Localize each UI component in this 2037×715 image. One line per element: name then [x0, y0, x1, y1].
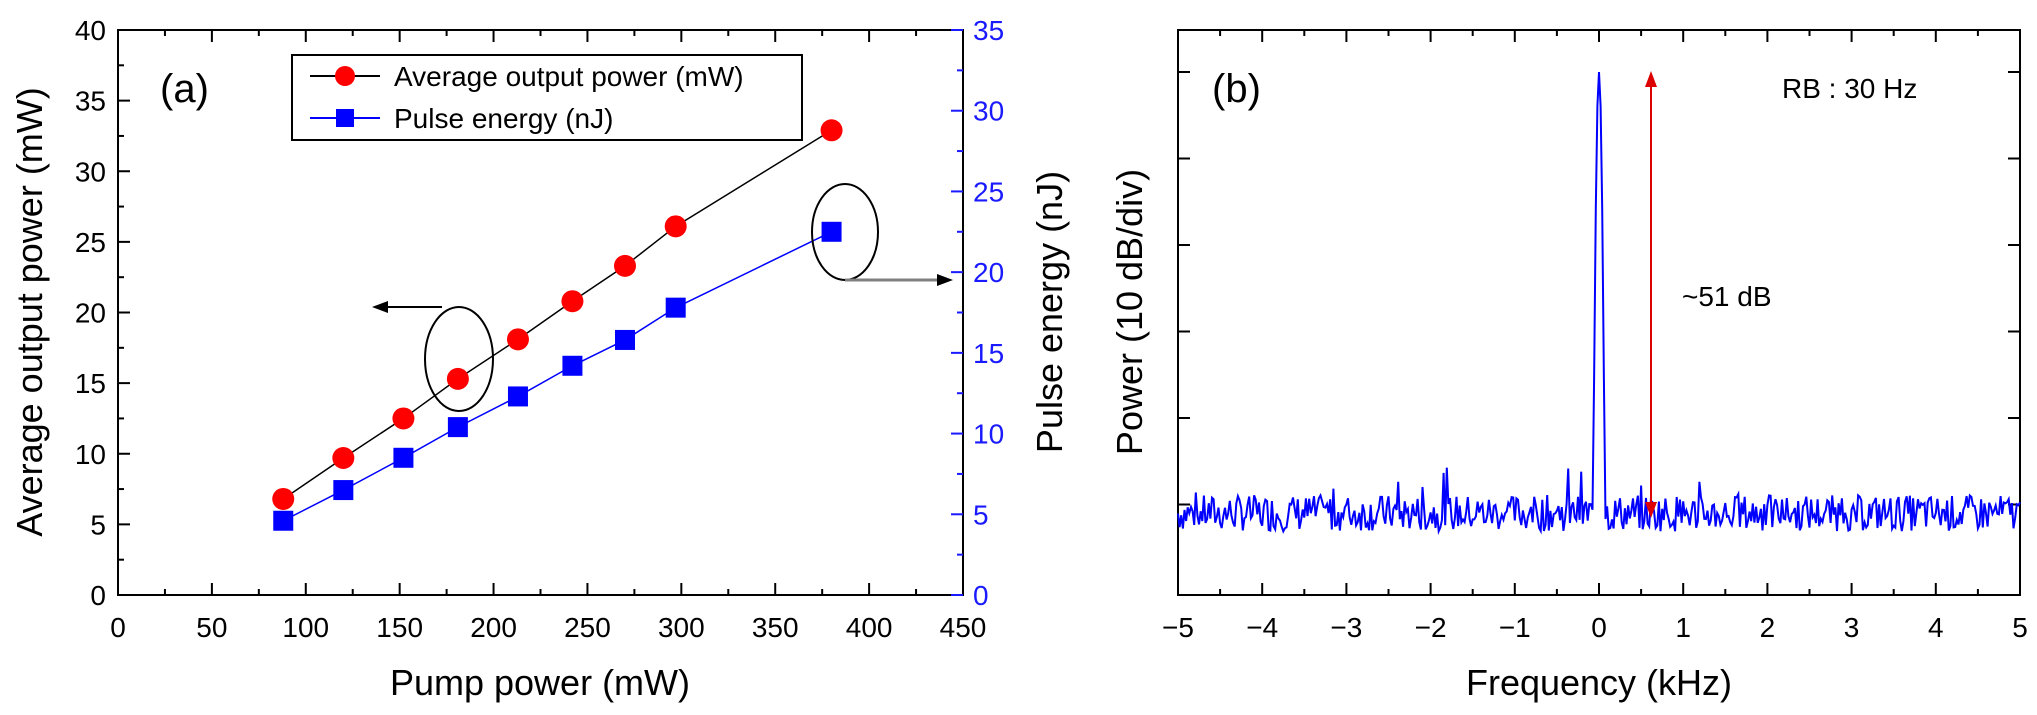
data-point-power [614, 254, 636, 277]
legend-marker-energy [336, 109, 354, 127]
x-tick-label-a: 200 [470, 612, 517, 643]
y-axis-label-b: Power (10 dB/div) [1109, 169, 1150, 455]
y2-tick-label-a: 0 [973, 580, 989, 611]
x-axis-ticks-b: −5 −4 −3 −2 −1 0 1 2 3 4 5 [1162, 30, 2028, 643]
data-point-power [446, 367, 469, 390]
panel-label-b: (b) [1212, 67, 1261, 111]
legend-marker-power [335, 66, 355, 86]
x-axis-label-a: Pump power (mW) [390, 662, 690, 703]
x-tick-label-b: −5 [1162, 612, 1194, 643]
data-point-energy [507, 386, 528, 407]
y-tick-label-a: 40 [75, 15, 106, 46]
y-tick-label-a: 15 [75, 368, 106, 399]
y2-tick-label-a: 35 [973, 15, 1004, 46]
y-tick-label-a: 30 [75, 156, 106, 187]
y-tick-label-a: 5 [90, 509, 106, 540]
panel-b: −5 −4 −3 −2 −1 0 1 2 3 4 5 (b) RB : 30 Hz ~51 dB F… [1109, 29, 2028, 703]
x-tick-label-b: −4 [1246, 612, 1278, 643]
x-tick-label-a: 250 [564, 612, 611, 643]
y2-tick-label-a: 20 [973, 257, 1004, 288]
spectrum-trace [1177, 71, 2021, 536]
y2-tick-label-a: 15 [973, 338, 1004, 369]
dynamic-range-label: ~51 dB [1682, 281, 1772, 312]
data-point-power [332, 446, 355, 469]
data-point-energy [393, 447, 414, 468]
data-point-power [392, 407, 415, 430]
annotation-ellipse-power [424, 306, 494, 412]
data-point-energy [615, 329, 635, 350]
arrow-right-head [937, 274, 953, 286]
data-point-power [664, 215, 687, 238]
panel-a: 0 50 100 150 200 250 300 350 400 450 051015202530… [9, 15, 1070, 703]
x-tick-label-a: 50 [196, 612, 227, 643]
y-axis-label-a: Average output power (mW) [9, 87, 50, 537]
x-tick-label-b: −2 [1415, 612, 1447, 643]
y-tick-label-a: 10 [75, 439, 106, 470]
x-tick-label-b: 3 [1844, 612, 1860, 643]
x-tick-label-b: 4 [1928, 612, 1944, 643]
x-tick-label-b: −1 [1499, 612, 1531, 643]
x-tick-label-b: 2 [1760, 612, 1776, 643]
data-point-power [506, 328, 529, 351]
x-tick-label-a: 450 [940, 612, 987, 643]
y2-tick-label-a: 30 [973, 96, 1004, 127]
x-tick-label-a: 350 [752, 612, 799, 643]
y-axis-ticks-b [1178, 71, 2020, 506]
legend-box [291, 54, 803, 141]
y-axis-ticks-a: 0 5 10 15 20 25 30 35 40 [75, 15, 130, 611]
x-axis-ticks-a: 0 50 100 150 200 250 300 350 400 450 [110, 30, 986, 643]
x-tick-label-a: 400 [846, 612, 893, 643]
y2-tick-label-a: 5 [973, 499, 989, 530]
rb-label: RB : 30 Hz [1782, 73, 1917, 104]
y2-tick-label-a: 25 [973, 176, 1004, 207]
x-tick-label-a: 150 [376, 612, 423, 643]
x-tick-label-b: 5 [2012, 612, 2028, 643]
data-point-power [561, 290, 584, 313]
data-point-energy [273, 510, 294, 531]
data-point-energy [821, 221, 842, 242]
y2-axis-ticks-a: 0 5 10 15 20 25 30 35 [951, 15, 1004, 611]
data-point-energy [333, 480, 354, 501]
dynamic-range-arrow-top [1645, 71, 1657, 87]
x-tick-label-a: 0 [110, 612, 126, 643]
x-tick-label-a: 300 [658, 612, 705, 643]
series-points-energy [273, 221, 842, 531]
legend-label-power: Average output power (mW) [394, 61, 744, 92]
data-point-energy [562, 355, 583, 376]
x-tick-label-b: 1 [1675, 612, 1691, 643]
x-tick-label-b: −3 [1330, 612, 1362, 643]
x-tick-label-b: 0 [1591, 612, 1607, 643]
x-tick-label-a: 100 [282, 612, 329, 643]
arrow-left-head [372, 301, 388, 313]
y-tick-label-a: 0 [90, 580, 106, 611]
dynamic-range-arrow-bottom [1645, 502, 1657, 518]
y2-axis-label-a: Pulse energy (nJ) [1029, 171, 1070, 453]
panel-label-a: (a) [160, 67, 209, 111]
y2-tick-label-a: 10 [973, 419, 1004, 450]
series-points-power [272, 119, 843, 510]
data-point-power [272, 487, 295, 510]
legend-label-energy: Pulse energy (nJ) [394, 103, 613, 134]
x-axis-label-b: Frequency (kHz) [1466, 662, 1732, 703]
data-point-energy [665, 297, 686, 318]
y-tick-label-a: 35 [75, 86, 106, 117]
data-point-power [820, 119, 843, 142]
data-point-energy [447, 417, 468, 438]
y-tick-label-a: 20 [75, 298, 106, 329]
series-line-energy [282, 231, 832, 522]
y-tick-label-a: 25 [75, 227, 106, 258]
series-line-power [282, 129, 832, 500]
legend-a: Average output power (mW) Pulse energy (… [291, 54, 803, 141]
